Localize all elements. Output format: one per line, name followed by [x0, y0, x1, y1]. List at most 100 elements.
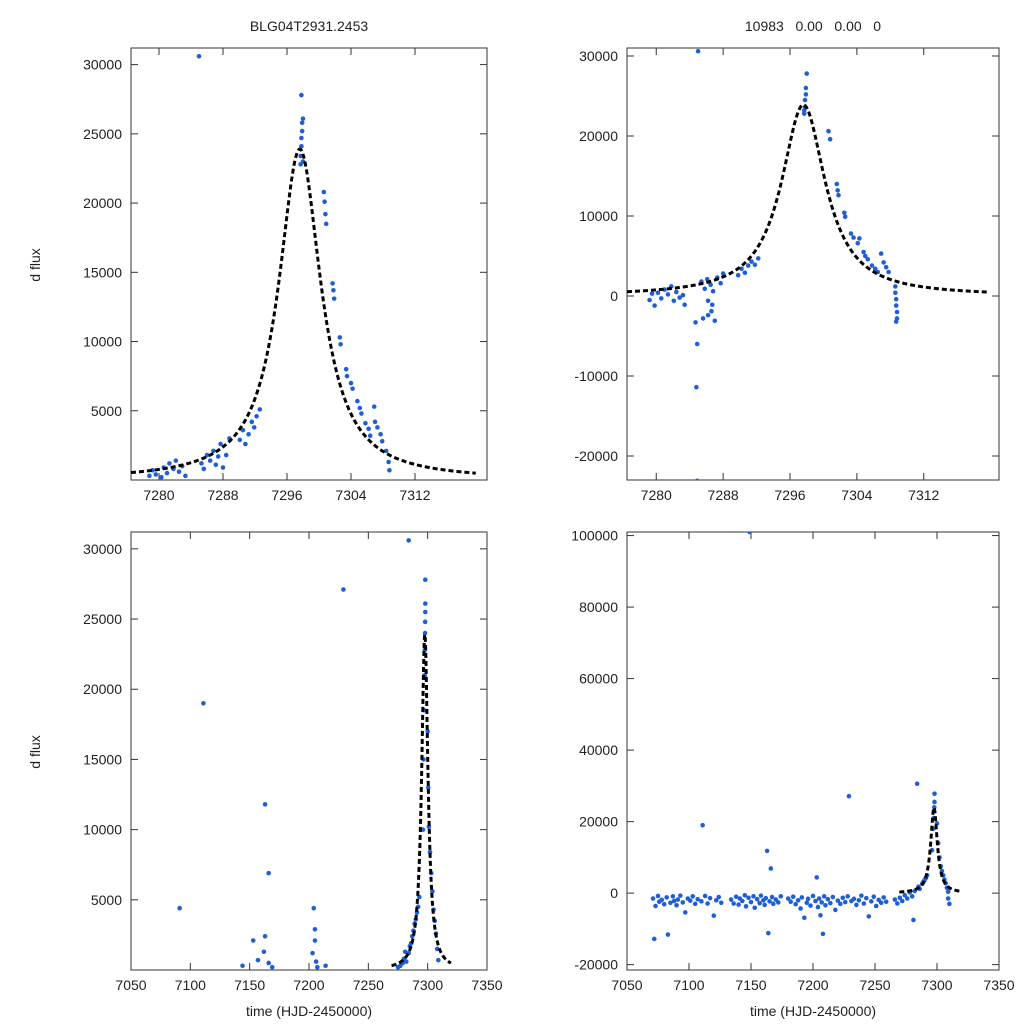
data-point [404, 959, 409, 964]
data-point [819, 900, 824, 905]
data-point [249, 419, 255, 425]
data-point [754, 896, 760, 902]
y-tick-label: 20000 [83, 195, 122, 211]
data-point [379, 438, 385, 444]
data-point [742, 270, 748, 276]
data-point [795, 897, 801, 903]
data-point [835, 188, 840, 193]
data-point [702, 893, 708, 899]
y-tick-label: 80000 [579, 599, 618, 615]
data-point [312, 938, 318, 943]
data-point [653, 903, 658, 909]
data-point [897, 895, 903, 901]
data-point [830, 894, 836, 900]
x-tick-label: 7250 [859, 977, 890, 993]
data-point [728, 897, 734, 902]
x-tick-label: 7312 [399, 487, 430, 503]
plot-area [627, 48, 988, 480]
data-point [655, 290, 661, 296]
data-point [915, 974, 920, 979]
data-point [678, 893, 683, 898]
data-point [211, 448, 216, 454]
data-point [932, 791, 937, 797]
data-point [851, 896, 857, 902]
data-point [945, 889, 951, 894]
x-tick-label: 7296 [774, 487, 805, 503]
data-point [893, 319, 899, 324]
data-point [803, 92, 809, 97]
data-point [655, 893, 661, 899]
x-tick-label: 7280 [641, 487, 672, 503]
data-point [866, 914, 872, 919]
data-point [147, 473, 152, 479]
data-point [821, 894, 827, 899]
data-point [762, 902, 767, 908]
model-curve [391, 629, 452, 968]
data-point [945, 896, 951, 901]
panel-top-right: 7280 7288 7296 7304 7312 -20000 -10000 0 10000 20… [574, 47, 1000, 503]
data-point [825, 896, 831, 902]
plot-area [650, 532, 962, 979]
data-point [671, 898, 677, 904]
data-point [861, 901, 867, 906]
data-point [739, 266, 744, 272]
data-point [315, 964, 320, 970]
data-point [834, 181, 840, 187]
y-tick-label: 40000 [579, 742, 618, 758]
y-tick-label: 0 [610, 885, 618, 901]
data-point [823, 902, 828, 908]
data-point [862, 253, 868, 259]
data-point [700, 316, 706, 321]
data-point [881, 895, 886, 900]
data-point [337, 335, 343, 340]
data-point [159, 474, 164, 480]
data-point [313, 959, 319, 964]
model-curve [899, 805, 962, 894]
data-point [693, 320, 698, 325]
y-tick-label: 5000 [91, 403, 122, 419]
x-tick-label: 7150 [735, 977, 766, 993]
data-point [261, 949, 267, 955]
x-tick-label: 7050 [115, 977, 146, 993]
data-point [902, 892, 908, 898]
data-point [886, 269, 891, 275]
data-point [742, 892, 748, 898]
data-point [893, 284, 898, 289]
data-point [826, 128, 831, 134]
plot-area [131, 54, 476, 480]
data-point [904, 896, 910, 901]
x-tick-label: 7300 [921, 977, 952, 993]
data-point [842, 899, 848, 905]
y-tick-label: 10000 [579, 208, 618, 224]
data-point [355, 398, 360, 404]
data-point [711, 913, 717, 918]
data-point [671, 298, 677, 304]
data-point [677, 295, 682, 300]
data-point [363, 420, 368, 426]
data-point [702, 286, 708, 292]
data-point [855, 240, 861, 246]
data-point [854, 902, 859, 908]
data-point [869, 263, 875, 268]
y-tick-label: 20000 [83, 681, 122, 697]
data-point [366, 426, 371, 432]
data-point [425, 729, 430, 734]
data-point [262, 934, 268, 939]
data-point [767, 899, 772, 904]
y-tick-label: 100000 [571, 528, 618, 544]
data-point [378, 432, 383, 437]
data-point [709, 302, 715, 308]
y-tick-label: -20000 [574, 957, 618, 973]
data-point [310, 950, 315, 956]
data-point [735, 272, 741, 278]
data-point [661, 901, 667, 907]
data-point [799, 895, 805, 900]
data-point [183, 473, 188, 479]
data-point [790, 894, 796, 900]
data-point [851, 235, 856, 240]
data-point [650, 896, 656, 901]
y-tick-label: 20000 [579, 128, 618, 144]
data-point [167, 461, 172, 466]
data-point [311, 905, 317, 911]
data-point [798, 906, 803, 911]
